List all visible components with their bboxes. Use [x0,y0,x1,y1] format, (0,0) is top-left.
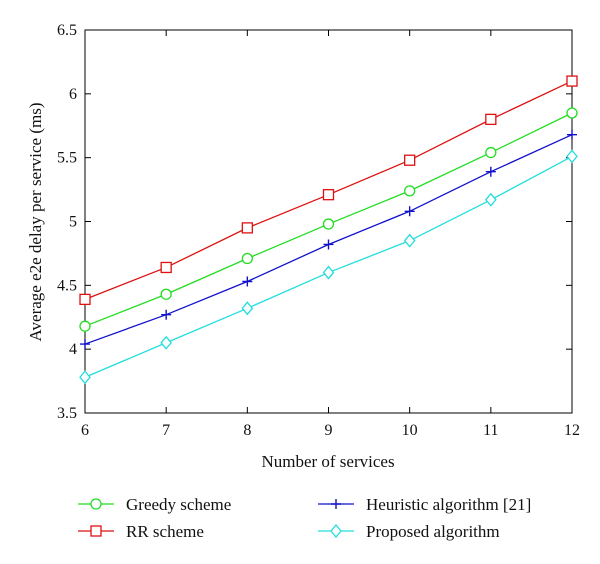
x-tick-label: 7 [162,422,170,439]
series-0 [79,107,578,332]
legend: Greedy scheme RR scheme Heuristic algorith… [78,495,531,541]
data-point [79,320,91,332]
x-tick-label: 9 [325,422,333,439]
y-tick-label: 6.5 [57,22,77,39]
data-point [566,149,578,164]
legend-item: Greedy scheme [78,495,231,514]
series-line [84,134,573,345]
legend-marker [331,499,341,509]
legend-marker [90,498,102,510]
legend-item: Proposed algorithm [318,522,500,541]
legend-item: Heuristic algorithm [21] [318,495,531,514]
legend-item: RR scheme [78,522,204,541]
y-tick-label: 5 [69,214,77,231]
legend-label: Greedy scheme [126,495,231,514]
data-point [160,288,172,300]
legend-marker [330,523,342,539]
data-point [567,129,577,140]
data-point [485,146,497,159]
data-point [404,206,415,217]
legend-marker [90,525,102,537]
series-3 [79,149,578,385]
data-point [404,154,416,166]
series-1 [79,75,578,306]
x-tick-label: 8 [243,422,251,439]
axis-ticks: 6 7 8 9 10 11 12 3.5 4 4.5 5 5.5 6 6.5 [57,22,580,439]
y-tick-label: 6 [69,86,77,103]
data-point [566,75,578,87]
data-point [484,192,497,207]
data-point [403,233,416,248]
x-tick-label: 6 [81,422,89,439]
data-point [161,309,172,320]
data-point [241,222,253,234]
x-tick-label: 12 [564,422,580,439]
data-point [404,185,416,197]
data-point [80,339,90,350]
data-point [485,113,497,126]
y-tick-label: 4.5 [57,277,77,294]
data-point [323,239,334,250]
data-point [241,301,254,316]
y-tick-label: 5.5 [57,150,77,167]
data-point [79,370,91,385]
series-layer [79,75,578,385]
series-2 [80,129,577,350]
y-axis-label: Average e2e delay per service (ms) [26,103,45,342]
data-point [322,265,335,280]
data-point [241,252,253,265]
legend-label: Proposed algorithm [366,522,500,541]
x-tick-label: 11 [483,422,498,439]
data-point [79,293,91,306]
data-point [566,107,578,119]
data-point [322,189,335,201]
legend-label: RR scheme [126,522,204,541]
y-tick-label: 3.5 [57,405,77,422]
x-axis-label: Number of services [261,452,394,471]
y-tick-label: 4 [69,341,77,358]
data-point [160,335,173,350]
data-point [160,261,172,274]
data-point [322,218,335,230]
data-point [485,166,496,177]
data-point [242,276,253,287]
legend-label: Heuristic algorithm [21] [366,495,531,514]
x-tick-label: 10 [402,422,418,439]
